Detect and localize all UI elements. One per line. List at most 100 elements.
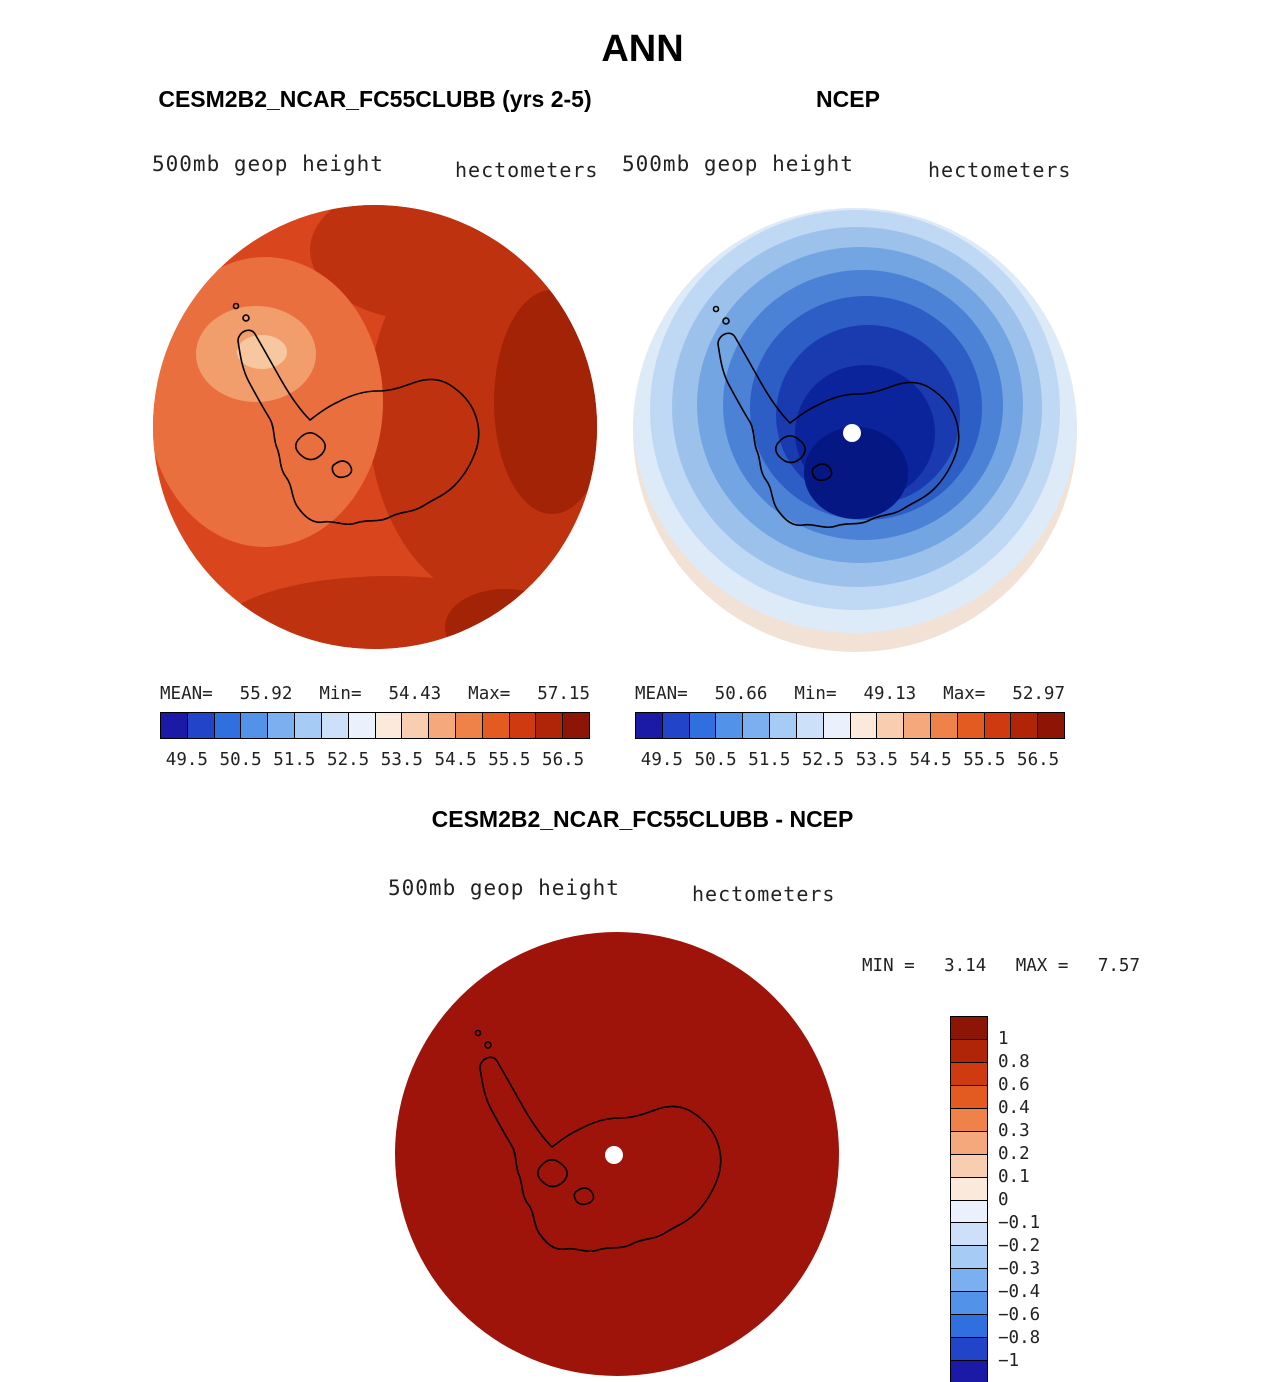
diff-minmax-row: MIN = 3.14 MAX = 7.57 — [862, 956, 1140, 976]
diff-colorbar-cell — [951, 1154, 987, 1178]
max-value: 7.57 — [1097, 956, 1140, 976]
obs-colorbar-ticks: 49.5 50.5 51.5 52.5 53.5 54.5 55.5 56.5 — [635, 750, 1065, 772]
diff-coastline — [474, 1029, 722, 1253]
colorbar-tick-label: 53.5 — [855, 750, 898, 770]
diff-colorbar-cell — [951, 1131, 987, 1155]
colorbar-cell — [321, 713, 349, 738]
colorbar-cell — [1011, 713, 1039, 738]
diff-colorbar-cell — [951, 1223, 987, 1247]
diff-colorbar-cell — [951, 1017, 987, 1040]
colorbar-tick-label: 50.5 — [694, 750, 737, 770]
diff-colorbar-label: −1 — [998, 1351, 1020, 1371]
pole-hole-dot — [605, 1146, 623, 1164]
diff-colorbar-label: −0.2 — [998, 1236, 1041, 1256]
diff-colorbar-label: −0.6 — [998, 1305, 1041, 1325]
colorbar-cell — [268, 713, 296, 738]
min-value: 3.14 — [944, 956, 987, 976]
colorbar-tick-label: 52.5 — [327, 750, 370, 770]
model-coastline — [232, 302, 480, 526]
colorbar-cell — [904, 713, 931, 738]
diff-colorbar-label: −0.1 — [998, 1213, 1041, 1233]
colorbar-cell — [823, 713, 851, 738]
colorbar-cell — [375, 713, 403, 738]
colorbar-tick-label: 50.5 — [219, 750, 262, 770]
colorbar-cell — [796, 713, 824, 738]
diff-colorbar-label: 0 — [998, 1190, 1009, 1210]
model-map — [153, 205, 597, 649]
min-label: Min= — [794, 684, 837, 704]
max-value: 52.97 — [1012, 684, 1065, 704]
colorbar-cell — [509, 713, 537, 738]
colorbar-cell — [877, 713, 905, 738]
diff-colorbar-label: 0.1 — [998, 1167, 1030, 1187]
colorbar-cell — [348, 713, 376, 738]
diff-colorbar-label: −0.3 — [998, 1259, 1041, 1279]
colorbar-cell — [161, 713, 188, 738]
colorbar-cell — [743, 713, 771, 738]
diff-colorbar-cell — [951, 1269, 987, 1293]
max-label: Max= — [943, 684, 986, 704]
colorbar-cell — [563, 713, 589, 738]
min-label: MIN = — [862, 956, 915, 976]
colorbar-cell — [429, 713, 456, 738]
colorbar-tick-label: 56.5 — [1017, 750, 1060, 770]
min-label: Min= — [319, 684, 362, 704]
obs-units-label: hectometers — [928, 158, 1072, 182]
colorbar-cell — [850, 713, 878, 738]
colorbar-cell — [1038, 713, 1064, 738]
diff-colorbar-cell — [951, 1085, 987, 1109]
colorbar-tick-label: 55.5 — [963, 750, 1006, 770]
mean-value: 55.92 — [239, 684, 293, 704]
diff-colorbar-label: 0.3 — [998, 1121, 1030, 1141]
colorbar-tick-label: 49.5 — [165, 750, 208, 770]
max-label: Max= — [468, 684, 511, 704]
colorbar-cell — [930, 713, 958, 738]
diff-colorbar-cell — [951, 1338, 987, 1362]
obs-colorbar — [635, 712, 1065, 739]
diff-colorbar-cell — [951, 1062, 987, 1086]
colorbar-cell — [636, 713, 663, 738]
colorbar-cell — [402, 713, 430, 738]
colorbar-cell — [984, 713, 1012, 738]
colorbar-cell — [455, 713, 483, 738]
obs-field-label: 500mb geop height — [622, 152, 854, 176]
colorbar-cell — [295, 713, 322, 738]
diff-colorbar-cell — [951, 1177, 987, 1201]
diff-colorbar-labels: 1 0.8 0.6 0.4 0.3 0.2 0.1 0 −0.1 −0.2 −0.3 −0.4 −0.6… — [998, 1016, 1068, 1382]
colorbar-tick-label: 49.5 — [640, 750, 683, 770]
diff-colorbar-label: 0.4 — [998, 1098, 1030, 1118]
diff-panel-title: CESM2B2_NCAR_FC55CLUBB - NCEP — [431, 806, 854, 832]
colorbar-tick-label: 53.5 — [380, 750, 423, 770]
diff-units-label: hectometers — [692, 882, 836, 906]
obs-map — [633, 208, 1077, 652]
colorbar-cell — [241, 713, 269, 738]
mean-label: MEAN= — [160, 684, 213, 704]
diff-map — [395, 932, 839, 1376]
diff-colorbar-cell — [951, 1246, 987, 1270]
mean-value: 50.66 — [714, 684, 768, 704]
colorbar-tick-label: 51.5 — [748, 750, 791, 770]
diff-colorbar-label: 0.8 — [998, 1052, 1030, 1072]
diff-colorbar-label: 0.2 — [998, 1144, 1030, 1164]
colorbar-tick-label: 56.5 — [542, 750, 585, 770]
page-title: ANN — [601, 28, 684, 70]
colorbar-cell — [536, 713, 564, 738]
diff-colorbar-label: −0.4 — [998, 1282, 1041, 1302]
diff-colorbar-cell — [951, 1108, 987, 1132]
diff-colorbar-label: −0.8 — [998, 1328, 1041, 1348]
model-colorbar-ticks: 49.5 50.5 51.5 52.5 53.5 54.5 55.5 56.5 — [160, 750, 590, 772]
model-panel-title: CESM2B2_NCAR_FC55CLUBB (yrs 2-5) — [158, 86, 592, 112]
colorbar-tick-label: 52.5 — [802, 750, 845, 770]
obs-stats-row: MEAN= 50.66 Min= 49.13 Max= 52.97 — [635, 684, 1065, 704]
colorbar-cell — [770, 713, 797, 738]
obs-coastline — [712, 305, 960, 529]
model-stats-row: MEAN= 55.92 Min= 54.43 Max= 57.15 — [160, 684, 590, 704]
obs-panel-title: NCEP — [816, 86, 880, 112]
diff-colorbar — [950, 1016, 988, 1382]
colorbar-tick-label: 51.5 — [273, 750, 316, 770]
colorbar-cell — [689, 713, 717, 738]
model-field-label: 500mb geop height — [152, 152, 384, 176]
obs-contour-fills — [633, 208, 1077, 652]
colorbar-tick-label: 54.5 — [909, 750, 952, 770]
diff-colorbar-label: 0.6 — [998, 1075, 1030, 1095]
